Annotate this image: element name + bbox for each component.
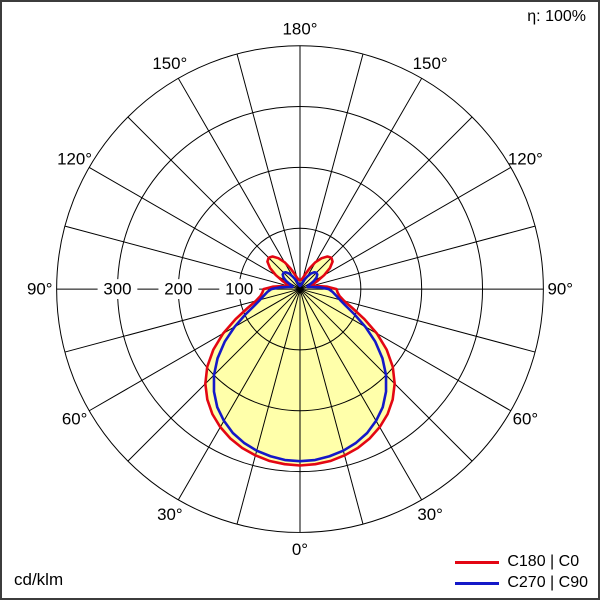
angle-label-150-left: 150° bbox=[152, 54, 187, 73]
legend-label-c270-c90: C270 | C90 bbox=[507, 574, 588, 591]
angle-label-150-right: 150° bbox=[413, 54, 448, 73]
grid-spoke-60 bbox=[299, 288, 512, 412]
grid-spoke-345 bbox=[236, 288, 301, 525]
grid-spoke-210 bbox=[177, 78, 301, 290]
angle-label-0-right: 0° bbox=[292, 540, 308, 559]
grid-spoke-135 bbox=[299, 116, 473, 290]
grid-spoke-120 bbox=[299, 166, 512, 290]
legend-line-c270-c90 bbox=[455, 581, 500, 585]
radial-tick-label-300: 300 bbox=[103, 280, 131, 299]
angle-label-90-right: 90° bbox=[547, 280, 573, 299]
angle-label-60-right: 60° bbox=[513, 410, 539, 429]
radial-tick-box-300 bbox=[97, 279, 138, 300]
angle-label-120-left: 120° bbox=[57, 149, 92, 168]
unit-label: cd/klm bbox=[14, 570, 64, 589]
grid-spoke-15 bbox=[299, 288, 364, 525]
legend: C180 | C0 C270 | C90 bbox=[455, 553, 588, 592]
angle-label-30-left: 30° bbox=[157, 505, 183, 524]
grid-spoke-240 bbox=[88, 166, 301, 290]
angle-label-90-left: 90° bbox=[27, 280, 53, 299]
angle-label-180-right: 180° bbox=[283, 19, 318, 38]
angle-label-30-right: 30° bbox=[417, 505, 443, 524]
grid-spoke-165 bbox=[299, 53, 364, 290]
grid-spoke-105 bbox=[299, 225, 536, 290]
radial-tick-label-100: 100 bbox=[225, 280, 253, 299]
grid-spoke-330 bbox=[177, 288, 301, 501]
series-curve-1 bbox=[212, 270, 388, 463]
grid-spoke-225 bbox=[127, 116, 301, 290]
efficiency-label: η: 100% bbox=[527, 8, 586, 25]
legend-item-c270-c90: C270 | C90 bbox=[455, 574, 588, 592]
grid-spoke-255 bbox=[64, 225, 301, 290]
radial-tick-box-100 bbox=[219, 279, 260, 300]
series-curve-0 bbox=[204, 255, 396, 467]
grid-spoke-150 bbox=[299, 78, 423, 290]
grid-spoke-30 bbox=[299, 288, 423, 501]
angle-label-120-right: 120° bbox=[508, 149, 543, 168]
radial-tick-label-200: 200 bbox=[164, 280, 192, 299]
radial-tick-box-200 bbox=[158, 279, 199, 300]
grid-spoke-195 bbox=[236, 53, 301, 290]
legend-item-c180-c0: C180 | C0 bbox=[455, 553, 588, 571]
grid-spoke-300 bbox=[88, 288, 301, 412]
legend-label-c180-c0: C180 | C0 bbox=[507, 553, 580, 570]
legend-line-c180-c0 bbox=[455, 560, 500, 564]
angle-label-60-left: 60° bbox=[62, 410, 88, 429]
